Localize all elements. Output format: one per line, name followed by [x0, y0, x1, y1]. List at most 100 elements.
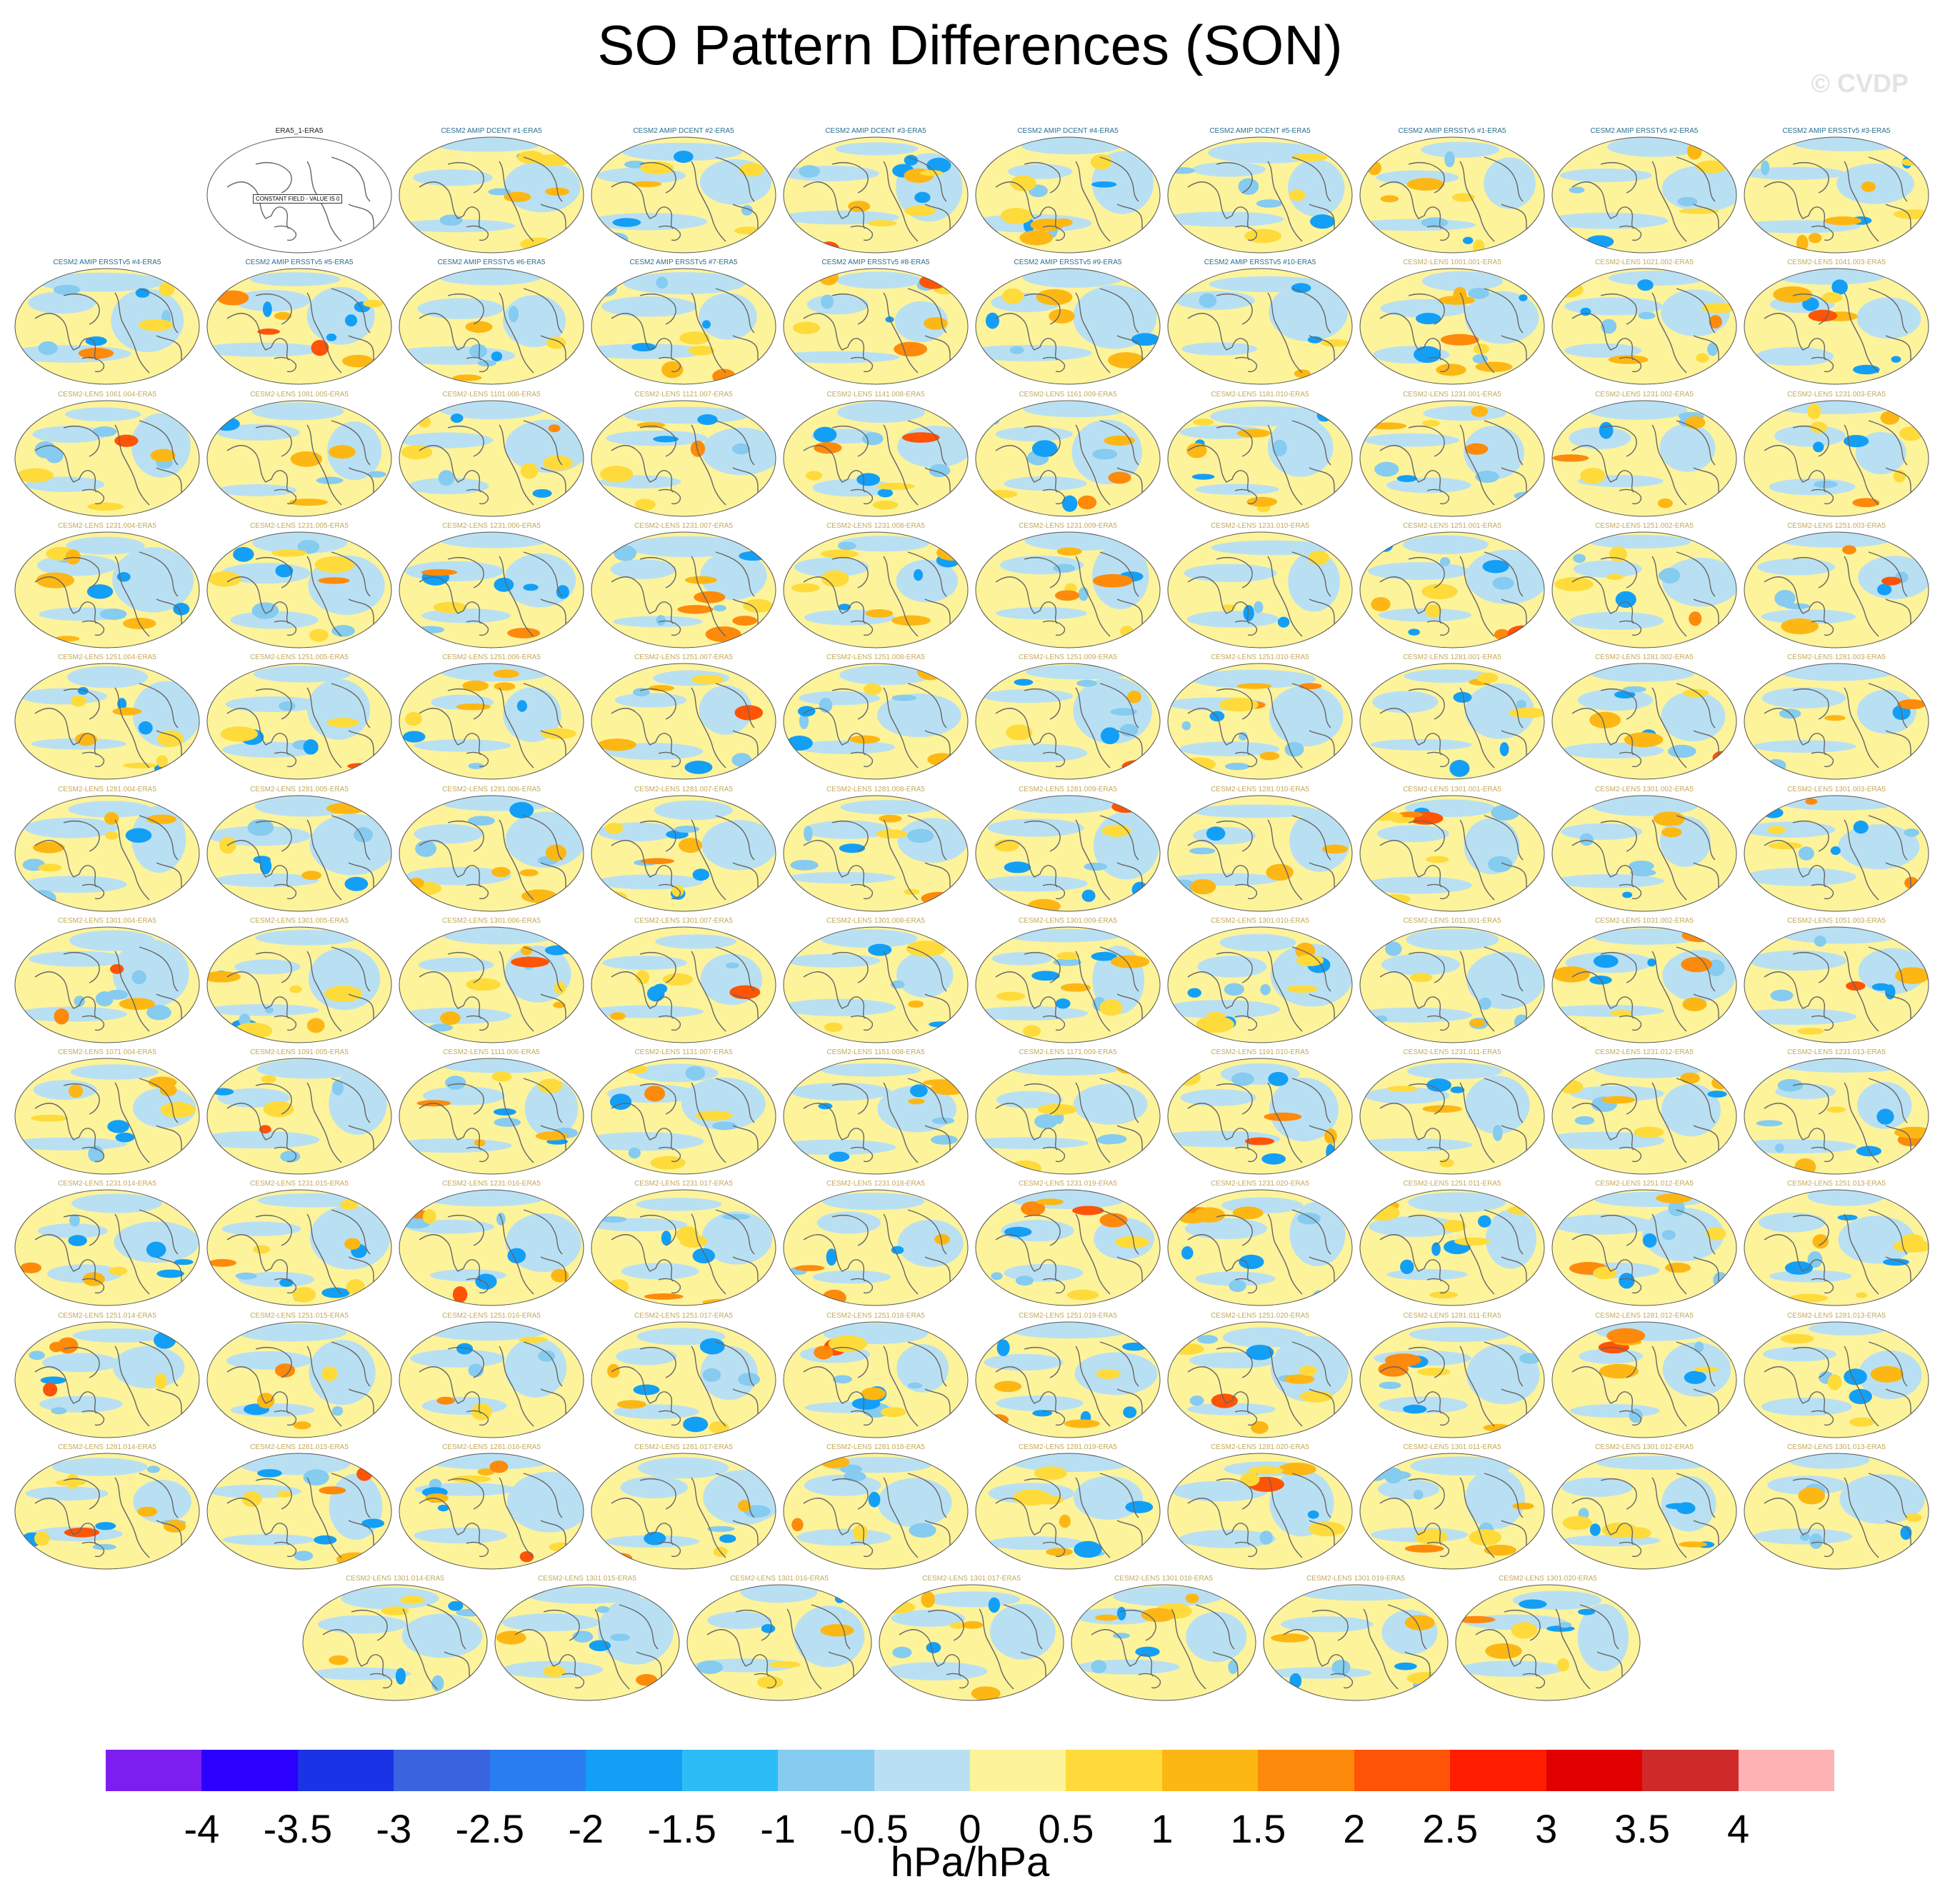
- negative-anomaly-core: [38, 341, 58, 356]
- positive-anomaly-core: [520, 945, 533, 956]
- negative-anomaly-core: [832, 1375, 853, 1383]
- panel-title: CESM2-LENS 1071.004-ERA5: [58, 1048, 156, 1057]
- positive-anomaly-core: [879, 814, 902, 823]
- positive-anomaly-core: [820, 1455, 850, 1468]
- globe-outline: [1167, 1321, 1353, 1438]
- difference-map-panel: CESM2-LENS 1301.014-ERA5: [301, 1575, 489, 1703]
- positive-anomaly-core: [474, 1139, 486, 1147]
- positive-anomaly-core: [549, 1542, 573, 1552]
- coastline: [1075, 1082, 1111, 1163]
- globe-outline: [14, 663, 200, 780]
- coastline: [1234, 1541, 1258, 1558]
- negative-anomaly-region: [1369, 1216, 1461, 1238]
- positive-anomaly-core: [340, 1199, 358, 1211]
- coastline: [1379, 839, 1442, 887]
- negative-anomaly-core: [344, 876, 369, 891]
- positive-anomaly-core: [1059, 1514, 1071, 1528]
- difference-map-panel: CESM2-LENS 1231.003-ERA5: [1743, 391, 1930, 519]
- positive-anomaly-core: [1296, 954, 1324, 966]
- negative-anomaly-region: [1761, 687, 1846, 709]
- coastline: [691, 1214, 726, 1295]
- positive-anomaly-core: [259, 1125, 271, 1134]
- negative-anomaly-core: [1238, 178, 1259, 195]
- negative-anomaly-core: [1414, 346, 1441, 364]
- negative-anomaly-core: [1131, 333, 1160, 346]
- coastline: [611, 1366, 674, 1414]
- coastline: [1571, 839, 1634, 887]
- negative-anomaly-region: [804, 1474, 881, 1496]
- coastline: [611, 839, 674, 887]
- negative-anomaly-region: [699, 293, 757, 340]
- negative-anomaly-region: [399, 219, 516, 233]
- coastline: [1868, 814, 1908, 860]
- globe-outline: [591, 1189, 776, 1306]
- positive-anomaly-core: [546, 336, 566, 349]
- coastline: [1676, 814, 1716, 860]
- positive-anomaly-core: [400, 1595, 425, 1605]
- negative-anomaly-region: [988, 1536, 1084, 1550]
- positive-anomaly-core: [861, 1387, 886, 1401]
- coastline: [850, 488, 874, 504]
- coastline: [803, 313, 866, 361]
- negative-anomaly-core: [116, 571, 131, 582]
- positive-anomaly-core: [1609, 546, 1627, 562]
- coastline: [1408, 820, 1445, 852]
- difference-map-panel: CESM2-LENS 1121.007-ERA5: [590, 391, 777, 519]
- coastline: [850, 225, 874, 241]
- coastline: [883, 1082, 919, 1163]
- positive-anomaly-core: [684, 576, 717, 584]
- negative-anomaly-region: [1406, 928, 1499, 951]
- negative-anomaly-core: [173, 602, 190, 616]
- coastline: [419, 1366, 481, 1414]
- coastline: [883, 1214, 919, 1295]
- negative-anomaly-core: [488, 188, 511, 196]
- positive-anomaly-core: [1426, 856, 1449, 863]
- colorbar: -4 -3.5 -3 -2.5 -2 -1.5 -1 -0.5 0 0.5 1 1.5 2 2.5 3 3.5…: [0, 1743, 1940, 1900]
- positive-anomaly-core: [1126, 691, 1142, 703]
- negative-anomaly-region: [1267, 417, 1334, 477]
- difference-map-panel: CESM2-LENS 1231.016-ERA5: [398, 1180, 585, 1308]
- difference-map-panel: CESM2-LENS 1301.009-ERA5: [974, 917, 1161, 1046]
- negative-anomaly-core: [95, 1522, 116, 1530]
- negative-anomaly-core: [438, 469, 454, 486]
- panel-title: CESM2-LENS 1251.016-ERA5: [442, 1311, 541, 1320]
- negative-anomaly-region: [1607, 137, 1702, 157]
- negative-anomaly-region: [207, 1003, 319, 1016]
- negative-anomaly-region: [306, 287, 375, 345]
- negative-anomaly-region: [1856, 297, 1921, 339]
- panel-title: CESM2-LENS 1231.014-ERA5: [58, 1180, 156, 1188]
- coastline: [1619, 620, 1642, 636]
- coastline: [1619, 357, 1642, 373]
- globe-outline: [1359, 136, 1545, 254]
- panel-title: CESM2-LENS 1301.013-ERA5: [1787, 1443, 1886, 1451]
- coastline: [1792, 556, 1829, 588]
- positive-anomaly-core: [904, 205, 936, 216]
- negative-anomaly-region: [1484, 157, 1536, 209]
- difference-map-panel: CESM2 AMIP DCENT #5-ERA5: [1166, 127, 1354, 256]
- negative-anomaly-core: [1092, 449, 1118, 459]
- positive-anomaly-core: [1436, 364, 1466, 376]
- coastline: [1792, 1478, 1829, 1510]
- coastline: [803, 444, 866, 493]
- coastline: [1868, 1209, 1908, 1255]
- coastline: [1484, 1341, 1524, 1387]
- globe-outline: [591, 268, 776, 385]
- globe-outline: [206, 531, 392, 648]
- negative-anomaly-region: [1113, 1586, 1224, 1607]
- positive-anomaly-core: [87, 502, 124, 511]
- negative-anomaly-core: [214, 416, 240, 431]
- coastline: [419, 444, 481, 493]
- positive-anomaly-core: [891, 615, 931, 626]
- globe-map: [879, 1584, 1064, 1701]
- positive-anomaly-core: [1861, 181, 1876, 192]
- coastline: [619, 1604, 659, 1650]
- globe-map: [1551, 400, 1737, 517]
- negative-anomaly-core: [264, 1006, 274, 1013]
- negative-anomaly-region: [237, 1323, 347, 1342]
- positive-anomaly-core: [1657, 498, 1673, 508]
- coastline: [691, 161, 726, 242]
- negative-anomaly-core: [1707, 1091, 1727, 1098]
- negative-anomaly-region: [1404, 669, 1492, 683]
- negative-anomaly-region: [1406, 1063, 1503, 1080]
- panel-title: CESM2-LENS 1251.017-ERA5: [634, 1311, 733, 1320]
